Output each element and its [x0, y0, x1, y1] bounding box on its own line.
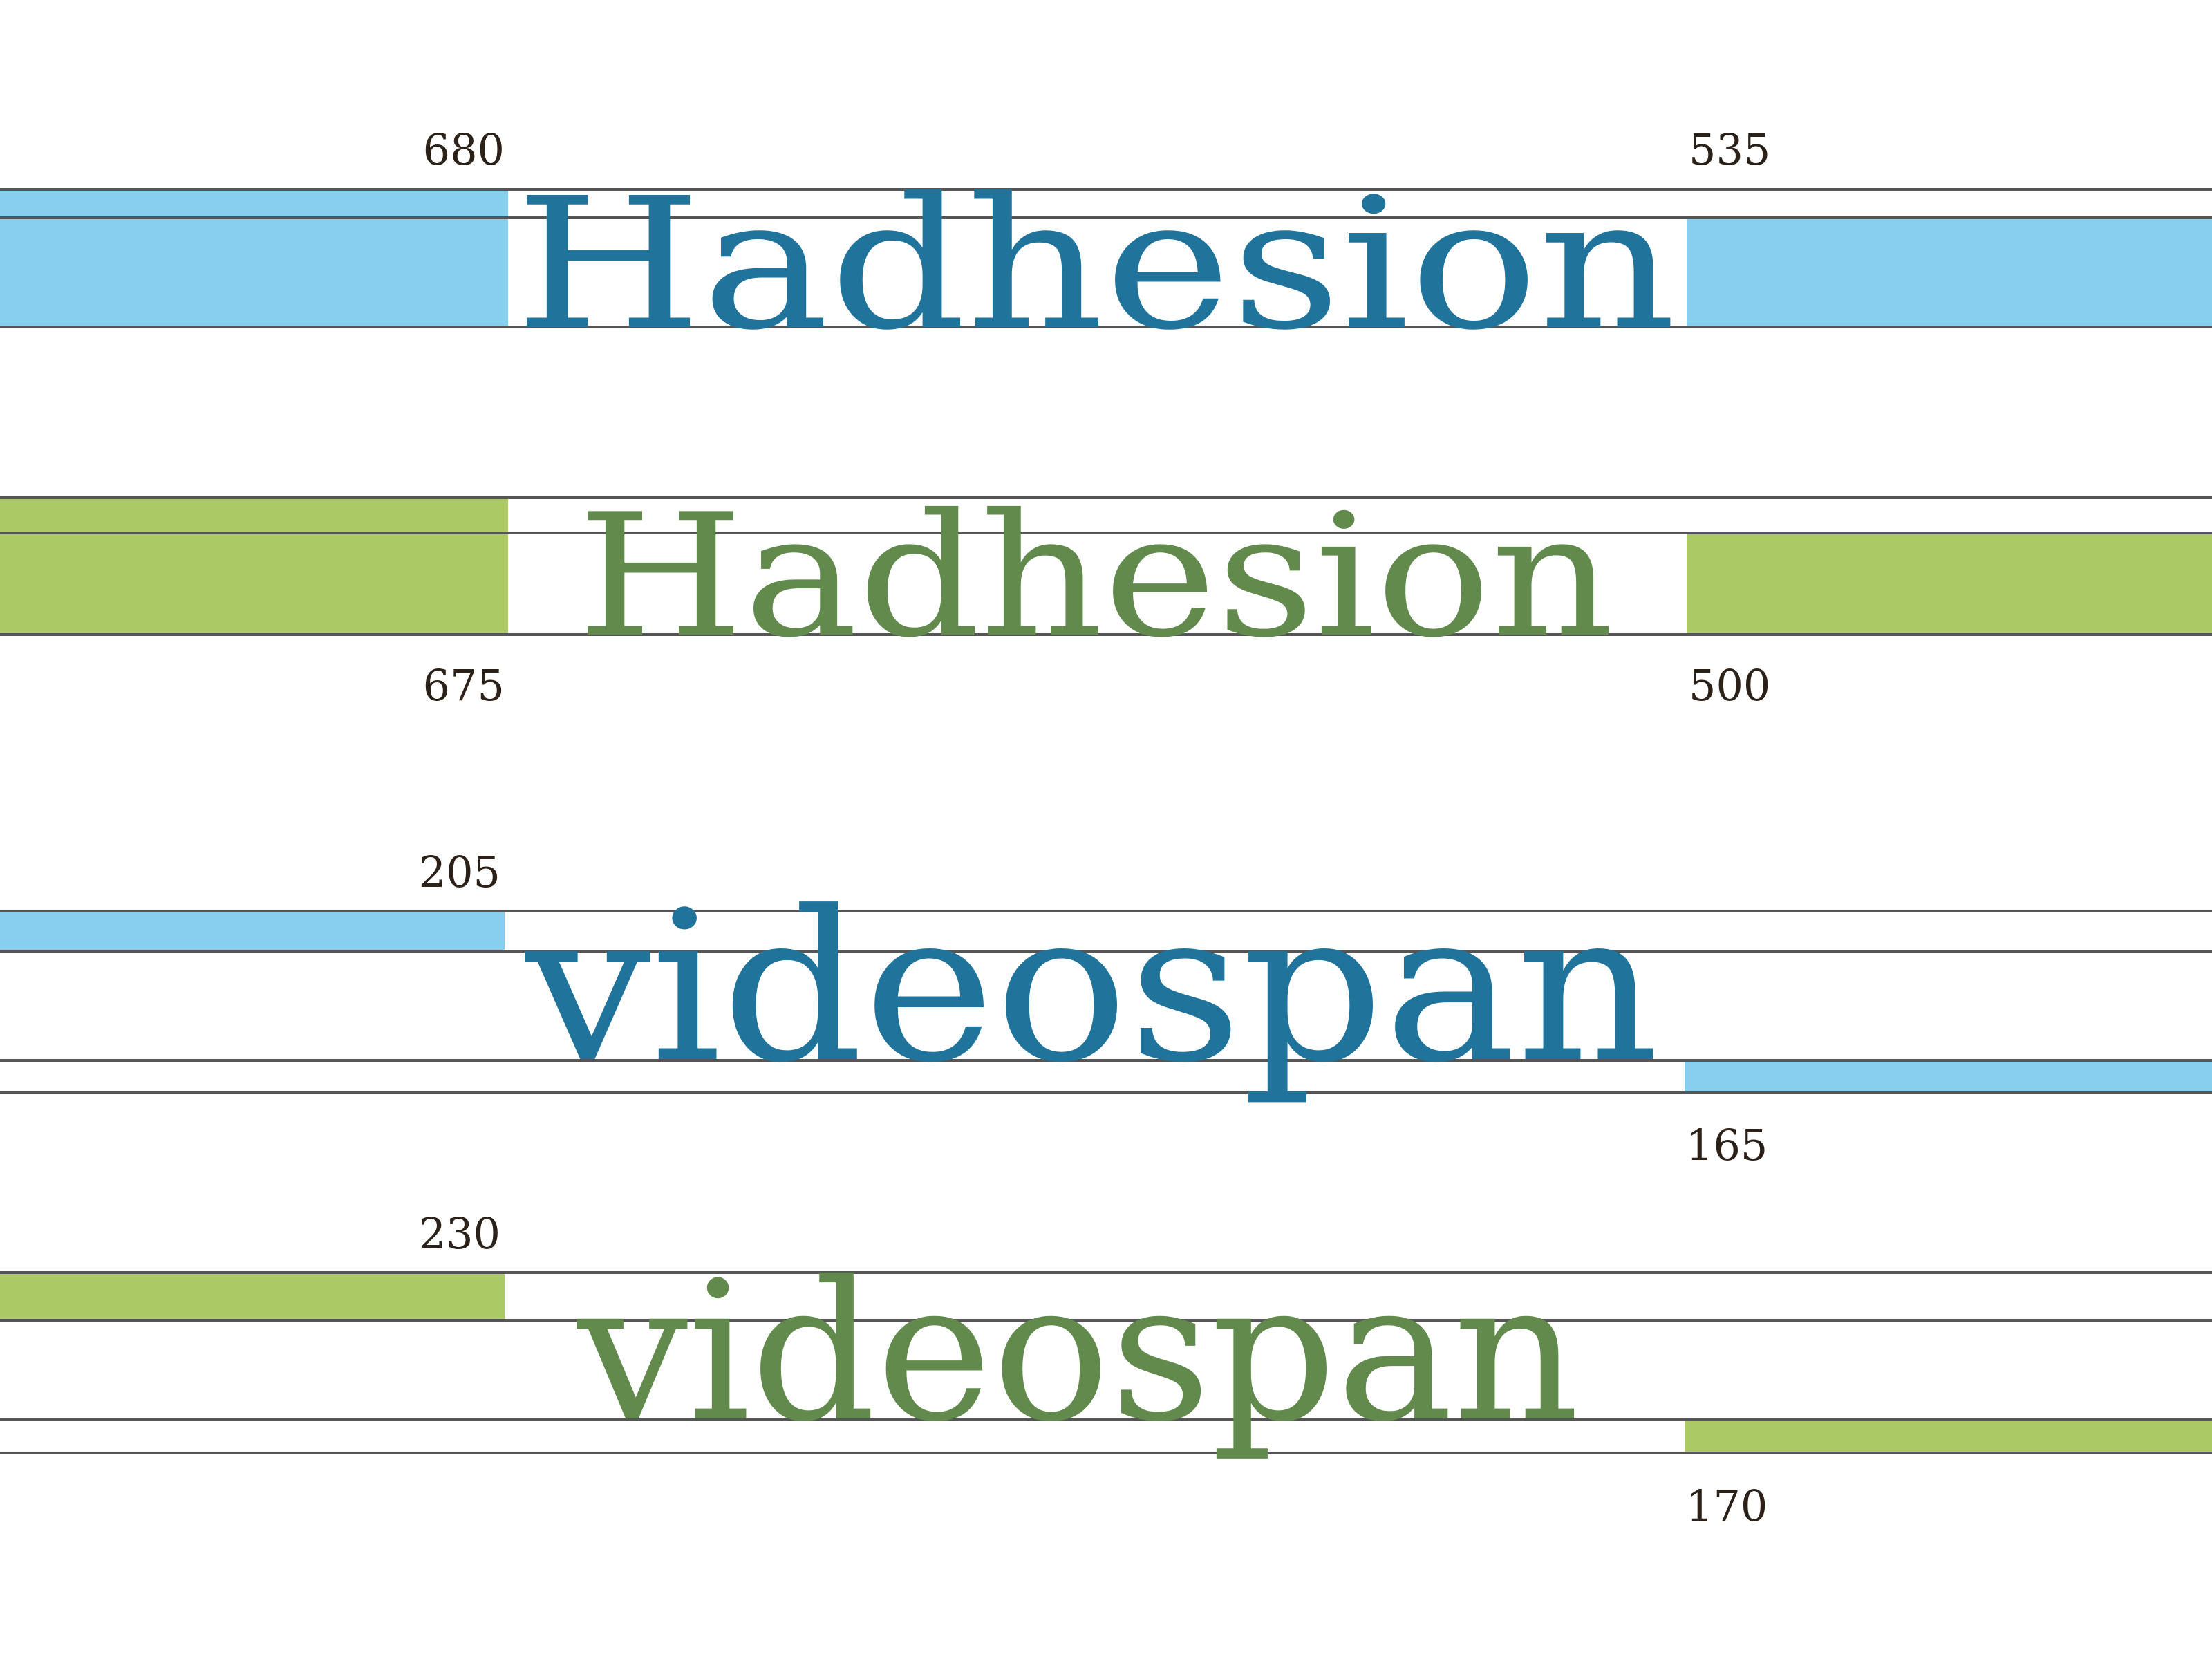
specimen-word: Hadhesion [515, 159, 1676, 370]
left-value-label: 205 [419, 847, 500, 897]
right-value-label: 165 [1686, 1120, 1768, 1170]
right-value-label: 500 [1689, 660, 1770, 711]
specimen-videospan-green: videospan 230 170 [0, 1208, 2212, 1531]
right-sidebearing-bar [1685, 1060, 2212, 1093]
specimen-word: Hadhesion [577, 478, 1614, 675]
right-sidebearing-bar [1687, 217, 2212, 327]
right-sidebearing-bar [1685, 1420, 2212, 1453]
left-sidebearing-bar [0, 1272, 505, 1320]
specimen-word: videospan [574, 1240, 1580, 1464]
specimen-hadhesion-green: Hadhesion 675 500 [0, 478, 2212, 711]
right-value-label: 535 [1689, 124, 1770, 175]
left-sidebearing-bar [0, 498, 508, 635]
left-value-label: 680 [423, 124, 505, 175]
right-value-label: 170 [1686, 1481, 1768, 1531]
left-value-label: 230 [419, 1208, 500, 1259]
specimen-hadhesion-blue: Hadhesion 680 535 [0, 124, 2212, 370]
specimen-word: videospan [522, 867, 1659, 1108]
left-sidebearing-bar [0, 911, 505, 951]
left-sidebearing-bar [0, 188, 508, 327]
left-value-label: 675 [423, 660, 505, 711]
right-sidebearing-bar [1687, 532, 2212, 635]
specimen-videospan-blue: videospan 205 165 [0, 847, 2212, 1170]
